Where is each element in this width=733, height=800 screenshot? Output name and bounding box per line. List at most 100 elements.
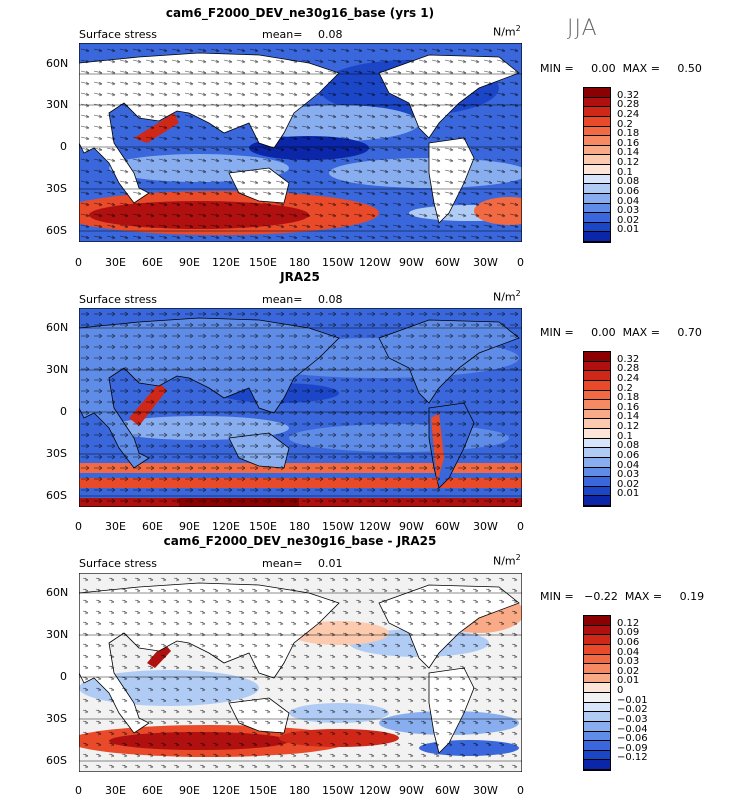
panel-3-field-label: Surface stress (79, 557, 157, 570)
colorbar-level-label: −0.12 (617, 752, 648, 764)
lon-tick: 90E (179, 256, 200, 269)
colorbar-level-label: 0.24 (617, 372, 640, 384)
colorbar-level-label: 0.08 (617, 440, 640, 452)
colorbar-swatch (584, 380, 610, 391)
lon-tick: 90E (179, 520, 200, 533)
colorbar-level-label: 0.32 (617, 353, 640, 365)
panel-3-colorbar-labels: 0.12 0.09 0.06 0.04 0.03 0.02 0.01 0 −0.01 −0.02−… (617, 615, 667, 769)
colorbar-level-label: 0.02 (617, 665, 640, 677)
lon-tick: 90W (399, 784, 424, 797)
panel-1-lon-axis: 0 30E 60E 90E 120E 150E 180 150W 120W 90… (72, 256, 529, 270)
lat-tick: 0 (60, 670, 67, 683)
lon-tick: 60W (435, 256, 460, 269)
lat-tick: 30N (46, 628, 69, 641)
lon-tick: 120W (359, 256, 391, 269)
colorbar-swatch (584, 486, 610, 497)
colorbar-swatch (584, 352, 610, 362)
colorbar-swatch (584, 477, 610, 487)
lon-tick: 120E (212, 784, 240, 797)
lon-tick: 180 (289, 784, 310, 797)
colorbar-swatch (584, 635, 610, 645)
colorbar-level-label: −0.06 (617, 733, 648, 745)
colorbar-level-label: −0.03 (617, 713, 648, 725)
colorbar-swatch (584, 116, 610, 127)
colorbar-level-label: 0.16 (617, 137, 640, 149)
colorbar-swatch (584, 97, 610, 108)
colorbar-level-label: 0.04 (617, 459, 640, 471)
colorbar-swatch (584, 693, 610, 703)
panel-2-mean-label: mean= (262, 293, 303, 306)
lon-tick: 120E (212, 520, 240, 533)
season-label: JJA (567, 16, 598, 41)
colorbar-level-label: 0.1 (617, 166, 633, 178)
colorbar-swatch (584, 496, 610, 506)
colorbar-level-label: 0.04 (617, 195, 640, 207)
colorbar-level-label: 0.02 (617, 478, 640, 490)
lon-tick: 120W (359, 784, 391, 797)
colorbar-swatch (584, 654, 610, 665)
colorbar-level-label: −0.04 (617, 723, 648, 735)
lat-tick: 30S (46, 182, 67, 195)
colorbar-swatch (584, 616, 610, 626)
panel-2-colorbar (583, 351, 611, 507)
lon-tick: 30E (105, 784, 126, 797)
colorbar-swatch (584, 203, 610, 214)
colorbar-level-label: 0.2 (617, 118, 633, 130)
colorbar-swatch (584, 644, 610, 655)
colorbar-swatch (584, 126, 610, 137)
colorbar-level-label: 0.01 (617, 224, 640, 236)
lon-tick: 60E (142, 520, 163, 533)
panel-1-minmax: MIN = 0.00 MAX = 0.50 (540, 62, 702, 75)
colorbar-swatch (584, 625, 610, 636)
colorbar-swatch (584, 155, 610, 165)
colorbar-swatch (584, 721, 610, 732)
lon-tick: 30W (473, 256, 498, 269)
lon-tick: 90W (399, 256, 424, 269)
colorbar-level-label: 0.18 (617, 392, 640, 404)
lat-tick: 30S (46, 447, 67, 460)
colorbar-level-label: 0.01 (617, 675, 640, 687)
colorbar-level-label: 0.08 (617, 176, 640, 188)
colorbar-level-label: 0.14 (617, 147, 640, 159)
colorbar-level-label: −0.02 (617, 704, 648, 716)
colorbar-level-label: 0.06 (617, 185, 640, 197)
panel-3-map (79, 573, 522, 772)
colorbar-level-label: 0.18 (617, 128, 640, 140)
panel-3-colorbar (583, 615, 611, 771)
colorbar-swatch (584, 136, 610, 146)
lon-tick: 120W (359, 520, 391, 533)
colorbar-swatch (584, 174, 610, 185)
lon-tick: 90E (179, 784, 200, 797)
lon-tick: 60W (435, 784, 460, 797)
colorbar-swatch (584, 88, 610, 98)
colorbar-swatch (584, 429, 610, 439)
panel-2-map (79, 308, 522, 507)
colorbar-swatch (584, 664, 610, 674)
panel-2-mean-value: 0.08 (318, 293, 343, 306)
panel-1-colorbar-labels: 0.32 0.28 0.24 0.2 0.18 0.16 0.14 0.12 0.1 0.08 0.… (617, 87, 667, 241)
panel-3-mean-value: 0.01 (318, 557, 343, 570)
colorbar-swatch (584, 361, 610, 372)
lon-tick: 150W (322, 784, 354, 797)
lat-tick: 60S (46, 754, 67, 767)
colorbar-swatch (584, 232, 610, 242)
lon-tick: 0 (517, 256, 524, 269)
colorbar-level-label: 0.2 (617, 382, 633, 394)
colorbar-level-label: 0.1 (617, 430, 633, 442)
colorbar-swatch (584, 683, 610, 693)
lon-tick: 150W (322, 520, 354, 533)
colorbar-level-label: 0.03 (617, 656, 640, 668)
colorbar-level-label: 0.12 (617, 421, 640, 432)
colorbar-swatch (584, 750, 610, 761)
colorbar-swatch (584, 107, 610, 117)
panel-2-lon-axis: 0 30E 60E 90E 120E 150E 180 150W 120W 90… (72, 520, 529, 534)
colorbar-level-label: 0.28 (617, 99, 640, 111)
lat-tick: 60N (46, 586, 69, 599)
colorbar-swatch (584, 145, 610, 156)
lon-tick: 0 (75, 784, 82, 797)
colorbar-swatch (584, 213, 610, 223)
colorbar-swatch (584, 731, 610, 742)
colorbar-level-label: 0.32 (617, 89, 640, 101)
lon-tick: 120E (212, 256, 240, 269)
panel-1-colorbar (583, 87, 611, 243)
